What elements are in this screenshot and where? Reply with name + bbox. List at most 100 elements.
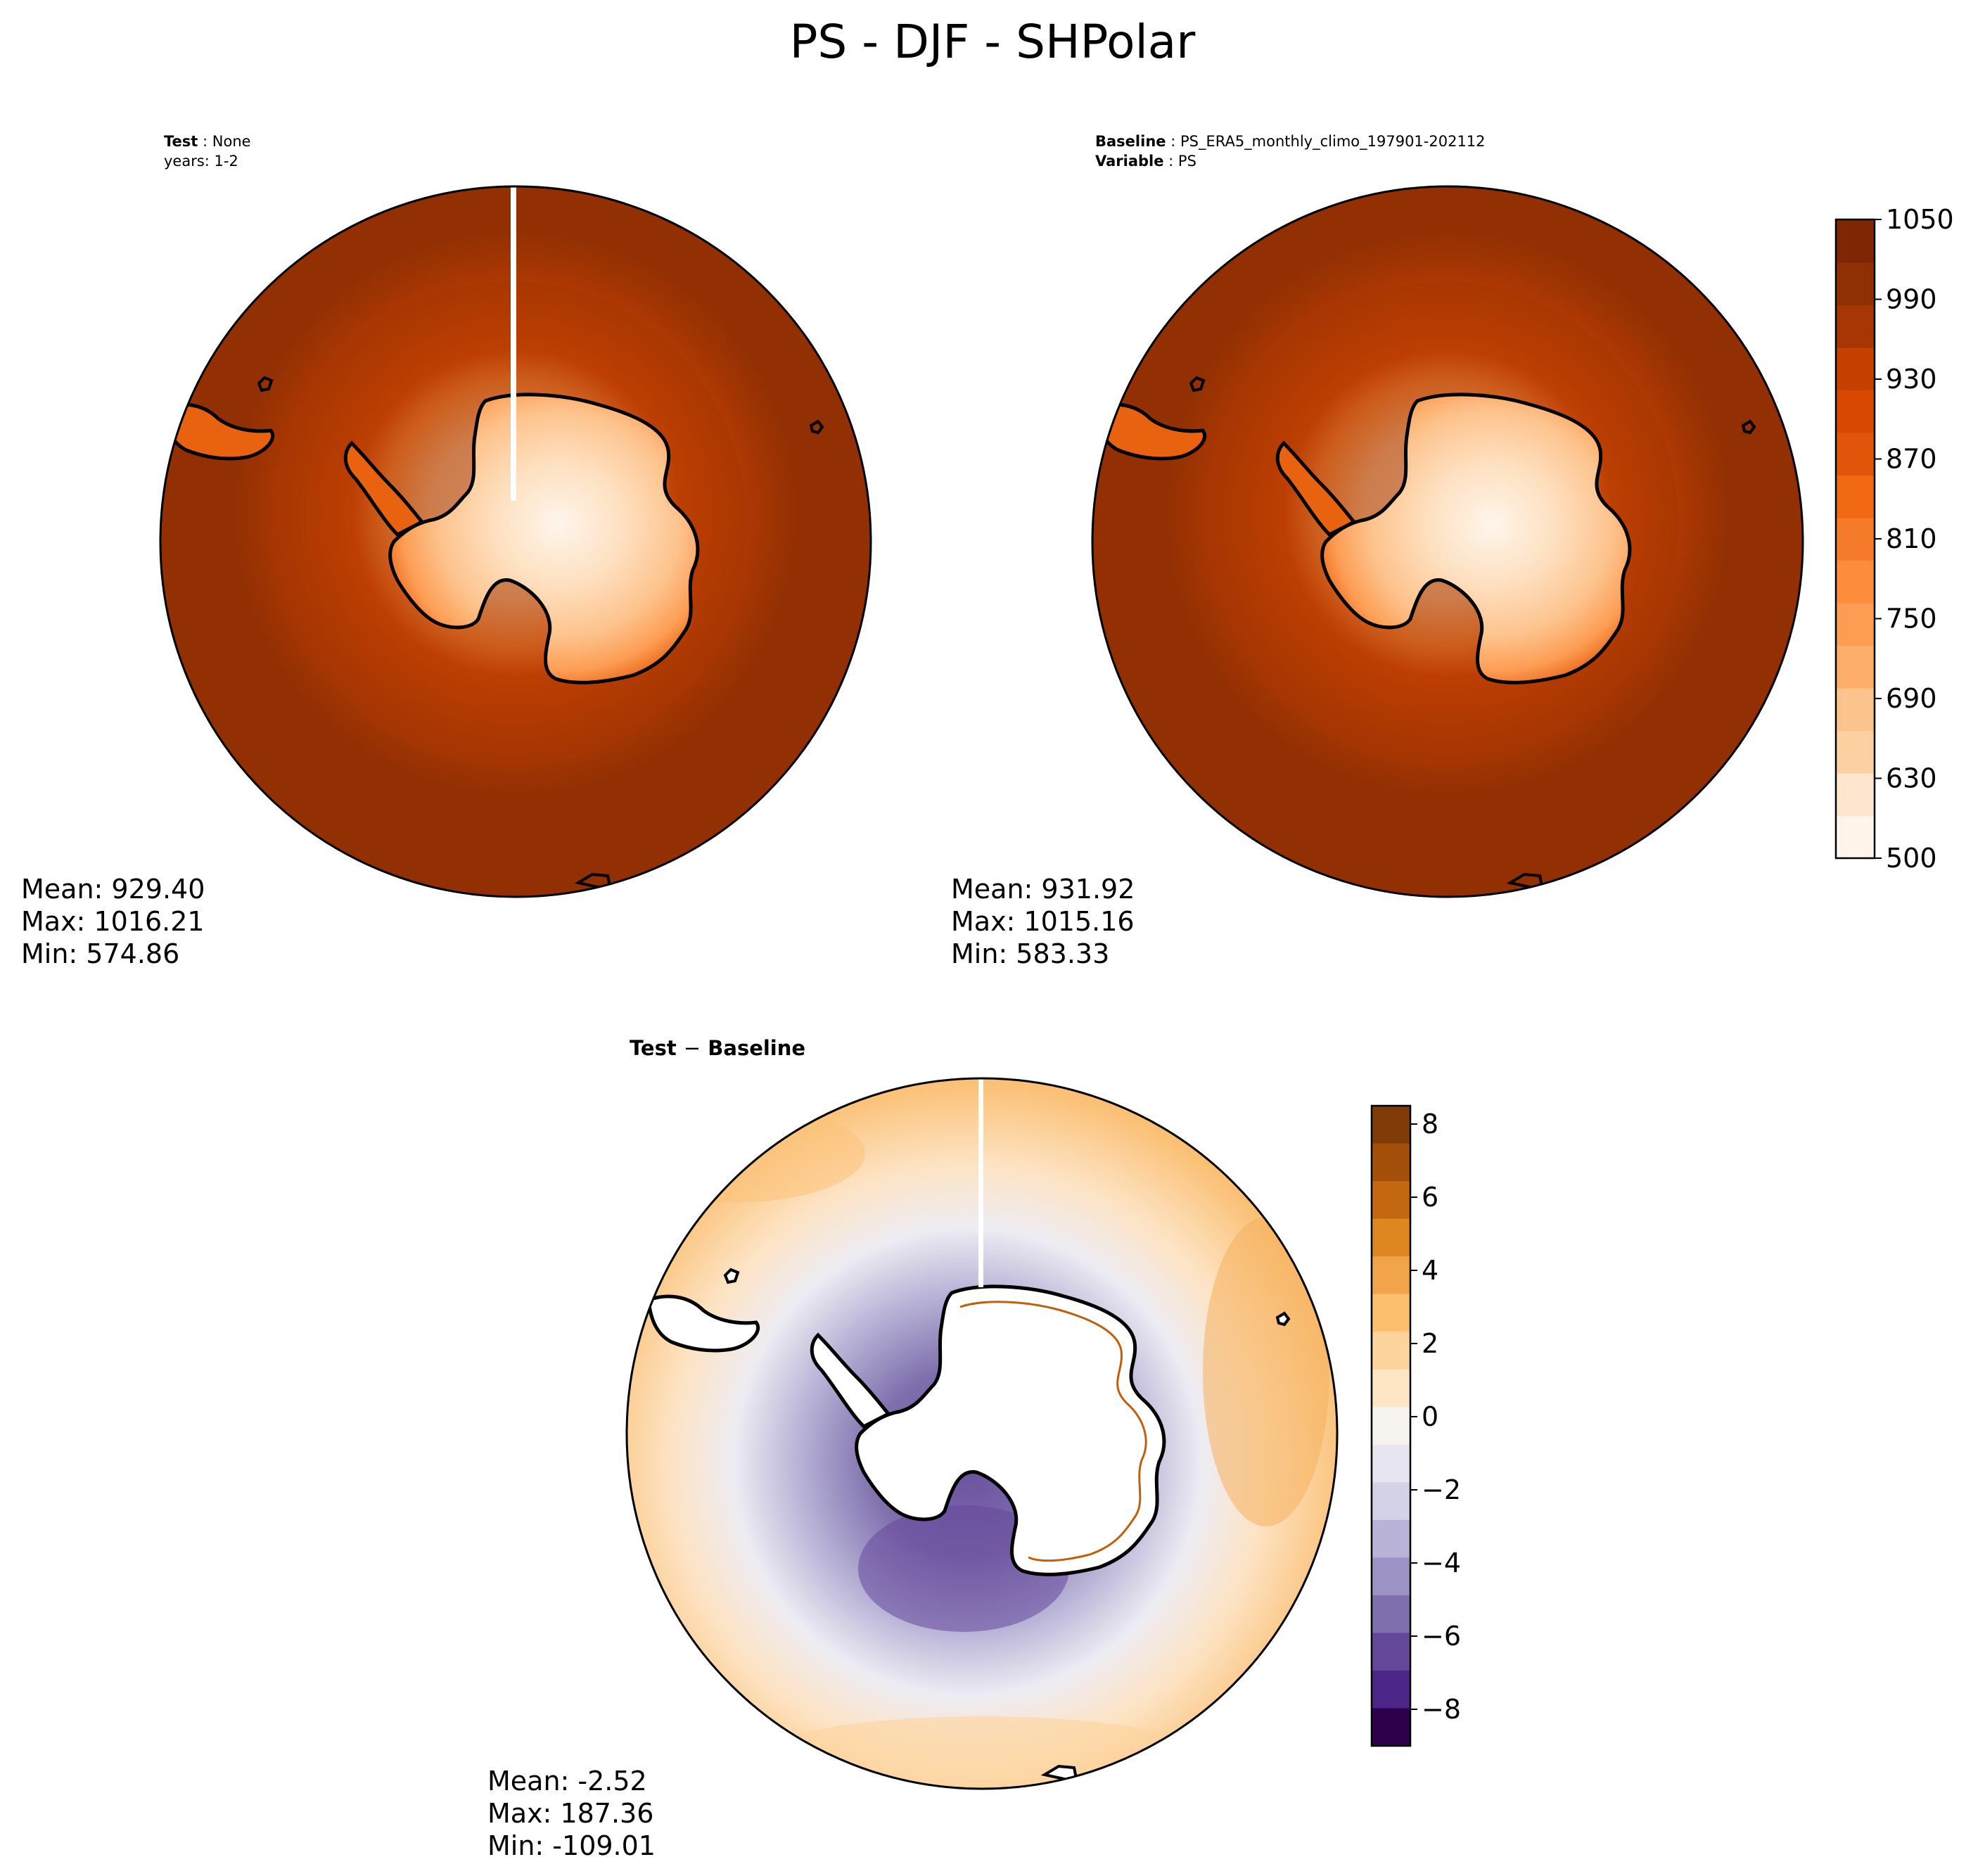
panel-diff-label-right: Baseline xyxy=(708,1036,805,1060)
map-baseline xyxy=(1092,186,1803,897)
panel-test-mean: Mean: 929.40 xyxy=(21,874,205,905)
colorbar-main-segment xyxy=(1836,772,1875,817)
panel-baseline-variable: Variable : PS xyxy=(1095,153,1196,170)
colorbar-main-segment xyxy=(1836,390,1875,433)
map-diff-antarctica xyxy=(855,1284,1166,1576)
panel-test-label-key: Test xyxy=(164,133,198,150)
colorbar-main: 500 630 690 750 810 870 930 990 1050 xyxy=(1834,204,1954,874)
colorbar-main-segment xyxy=(1836,347,1875,390)
panel-test-years: years: 1-2 xyxy=(164,153,238,170)
colorbar-diff-segment xyxy=(1372,1369,1410,1408)
colorbar-main-segment xyxy=(1836,517,1875,561)
colorbar-diff-tick-label: −2 xyxy=(1422,1474,1461,1505)
colorbar-main-segment xyxy=(1836,219,1875,263)
panel-diff-mean: Mean: -2.52 xyxy=(487,1766,647,1797)
colorbar-main-segment xyxy=(1836,560,1875,604)
map-diff-island-1 xyxy=(723,1268,740,1284)
panel-test: Test : None years: 1-2 Mean: 929.40 Max:… xyxy=(21,133,872,969)
colorbar-diff-tick-label: 0 xyxy=(1422,1401,1438,1432)
colorbar-diff-tick-label: 8 xyxy=(1422,1109,1438,1140)
colorbar-main-segment xyxy=(1836,262,1875,305)
colorbar-diff-segment xyxy=(1372,1595,1410,1634)
colorbar-diff-segment xyxy=(1372,1407,1410,1446)
map-test-south-america xyxy=(161,402,274,461)
panel-test-label-value: None xyxy=(212,133,251,150)
panel-baseline-variable-value: PS xyxy=(1178,153,1196,170)
colorbar-diff-segment xyxy=(1372,1444,1410,1483)
colorbar-diff-segment xyxy=(1372,1143,1410,1182)
colorbar-diff-segment xyxy=(1372,1708,1410,1747)
colorbar-diff-segment xyxy=(1372,1106,1410,1144)
colorbar-main-tick-label: 990 xyxy=(1886,284,1937,315)
map-diff-south-america xyxy=(646,1294,760,1353)
colorbar-main-segment xyxy=(1836,475,1875,518)
colorbar-diff-segment xyxy=(1372,1519,1410,1559)
colorbar-main-segment xyxy=(1836,432,1875,476)
panel-baseline-mean: Mean: 931.92 xyxy=(951,874,1135,905)
panel-test-max: Max: 1016.21 xyxy=(21,906,205,937)
map-baseline-island-2 xyxy=(1741,419,1756,435)
colorbar-main-tick-label: 1050 xyxy=(1886,204,1954,235)
colorbar-diff: 8 6 4 2 0 −2 −4 −6 −8 xyxy=(1370,1104,1461,1747)
map-diff-contour xyxy=(959,1301,1147,1562)
map-test-boundary xyxy=(159,185,872,898)
panel-diff-min: Min: -109.01 xyxy=(487,1830,656,1861)
colorbar-diff-tick-label: −6 xyxy=(1422,1621,1461,1652)
colorbar-main-tick-label: 690 xyxy=(1886,683,1937,714)
panel-baseline-min: Min: 583.33 xyxy=(951,938,1109,969)
map-diff-pos-top xyxy=(627,1104,865,1203)
colorbar-diff-tick-label: 6 xyxy=(1422,1182,1438,1213)
map-diff-pos-right xyxy=(1203,1217,1329,1526)
map-diff-data-gap xyxy=(978,1078,983,1287)
map-test-data-gap xyxy=(511,186,516,501)
map-test-antarctica xyxy=(388,393,700,684)
colorbar-diff-segment xyxy=(1372,1482,1410,1521)
panel-diff-max: Max: 187.36 xyxy=(487,1798,653,1829)
colorbar-main-tick-label: 930 xyxy=(1886,364,1937,395)
colorbar-diff-tick-label: −8 xyxy=(1422,1694,1461,1725)
map-diff-boundary xyxy=(625,1077,1339,1790)
map-baseline-peninsula xyxy=(1275,440,1357,537)
map-diff-peninsula xyxy=(810,1332,891,1429)
panel-diff-label-left: Test xyxy=(630,1036,677,1060)
colorbar-main-segment xyxy=(1836,645,1875,689)
map-baseline-boundary xyxy=(1091,185,1804,898)
panel-baseline-label: Baseline : PS_ERA5_monthly_climo_197901-… xyxy=(1095,133,1486,151)
map-diff-island-2 xyxy=(1275,1311,1291,1327)
panel-baseline-label-value: PS_ERA5_monthly_climo_197901-202112 xyxy=(1180,133,1486,151)
colorbar-diff-segment xyxy=(1372,1332,1410,1370)
map-baseline-island-1 xyxy=(1189,376,1206,393)
panel-baseline-label-key: Baseline xyxy=(1095,133,1166,150)
colorbar-diff-segment xyxy=(1372,1294,1410,1332)
colorbar-diff-segment xyxy=(1372,1256,1410,1295)
colorbar-diff-tick-label: 2 xyxy=(1422,1328,1438,1359)
colorbar-main-tick-label: 630 xyxy=(1886,763,1937,794)
colorbar-diff-segment xyxy=(1372,1181,1410,1220)
panel-baseline-max: Max: 1015.16 xyxy=(951,906,1135,937)
panel-diff-label-sep: − xyxy=(684,1036,701,1060)
colorbar-main-tick-label: 500 xyxy=(1886,843,1937,874)
panel-diff-label: Test − Baseline xyxy=(630,1036,805,1060)
map-test-island-2 xyxy=(809,419,824,435)
map-test-peninsula xyxy=(343,440,425,537)
panel-diff: Test − Baseline Mean: -2.52 Max: 187.36 … xyxy=(487,1036,1339,1861)
colorbar-diff-segment xyxy=(1372,1218,1410,1257)
panel-baseline: Baseline : PS_ERA5_monthly_climo_197901-… xyxy=(951,133,1804,969)
colorbar-diff-segment xyxy=(1372,1633,1410,1671)
colorbar-main-segment xyxy=(1836,687,1875,732)
colorbar-diff-tick-label: −4 xyxy=(1422,1548,1461,1578)
colorbar-main-segment xyxy=(1836,602,1875,646)
map-test-island-1 xyxy=(257,376,274,393)
colorbar-diff-segment xyxy=(1372,1670,1410,1709)
colorbar-main-tick-label: 750 xyxy=(1886,604,1937,634)
map-test xyxy=(160,186,871,897)
colorbar-main-segment xyxy=(1836,730,1875,774)
colorbar-diff-segment xyxy=(1372,1557,1410,1596)
colorbar-diff-tick-label: 4 xyxy=(1422,1255,1438,1286)
colorbar-diff-frame xyxy=(1370,1104,1412,1747)
map-baseline-antarctica xyxy=(1320,393,1632,684)
colorbar-main-segment xyxy=(1836,815,1875,859)
map-baseline-south-america xyxy=(1093,402,1206,461)
colorbar-main-tick-label: 810 xyxy=(1886,523,1937,554)
